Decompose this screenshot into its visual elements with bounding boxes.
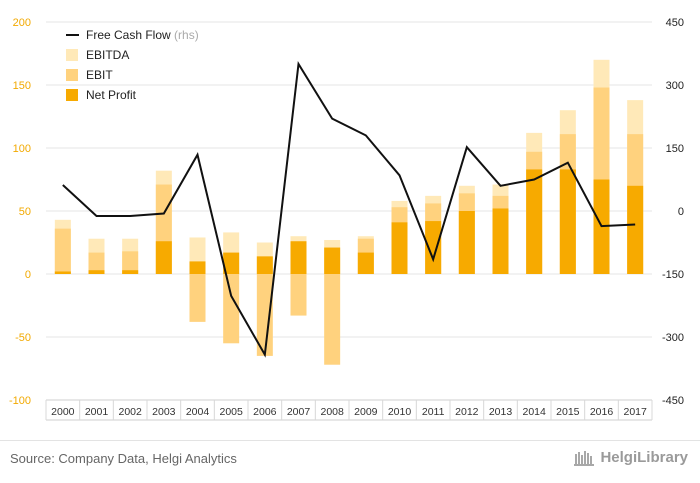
left-tick-label: 150 bbox=[13, 80, 31, 92]
legend-box-swatch bbox=[66, 49, 78, 61]
x-tick-label: 2010 bbox=[388, 406, 412, 418]
x-tick-label: 2005 bbox=[219, 406, 243, 418]
bar-net-profit bbox=[425, 221, 442, 274]
x-tick-label: 2007 bbox=[287, 406, 311, 418]
legend-suffix: (rhs) bbox=[171, 28, 199, 42]
right-tick-label: -150 bbox=[662, 269, 684, 281]
right-tick-label: -300 bbox=[662, 332, 684, 344]
bar-net-profit bbox=[54, 271, 71, 274]
bar-ebit bbox=[223, 274, 240, 344]
left-tick-label: 200 bbox=[13, 17, 31, 29]
left-tick-label: 0 bbox=[25, 269, 31, 281]
x-tick-label: 2003 bbox=[152, 406, 176, 418]
source-note: Source: Company Data, Helgi Analytics bbox=[10, 451, 237, 466]
bar-ebit bbox=[122, 251, 139, 274]
right-tick-label: 450 bbox=[666, 17, 684, 29]
left-tick-label: -100 bbox=[9, 395, 31, 407]
legend-box-swatch bbox=[66, 69, 78, 81]
x-tick-label: 2004 bbox=[186, 406, 210, 418]
legend-box-swatch bbox=[66, 89, 78, 101]
bar-net-profit bbox=[256, 256, 273, 274]
x-tick-label: 2016 bbox=[590, 406, 614, 418]
left-tick-label: 50 bbox=[19, 206, 31, 218]
legend-label: Free Cash Flow (rhs) bbox=[86, 28, 199, 42]
x-tick-label: 2008 bbox=[320, 406, 344, 418]
x-tick-label: 2015 bbox=[556, 406, 580, 418]
x-tick-label: 2000 bbox=[51, 406, 75, 418]
x-tick-label: 2006 bbox=[253, 406, 277, 418]
x-tick-label: 2012 bbox=[455, 406, 479, 418]
line-free-cash-flow bbox=[62, 61, 636, 358]
x-tick-label: 2011 bbox=[422, 406, 445, 418]
bar-net-profit bbox=[559, 169, 576, 274]
bar-ebit bbox=[256, 274, 273, 356]
chart-area: -100 -50 0 50 100 150 200 -450 -300 -150 0 150 300 45… bbox=[9, 17, 684, 421]
brand-logo[interactable]: HelgiLibrary bbox=[574, 449, 688, 466]
legend-label: Net Profit bbox=[86, 88, 137, 102]
bar-net-profit bbox=[526, 169, 543, 274]
legend-label: EBITDA bbox=[86, 48, 129, 62]
footer-divider bbox=[0, 440, 700, 441]
right-tick-label: 150 bbox=[666, 143, 684, 155]
bar-net-profit bbox=[189, 261, 206, 274]
left-tick-label: -50 bbox=[15, 332, 31, 344]
brand-name: HelgiLibrary bbox=[600, 449, 688, 466]
legend-label: EBIT bbox=[86, 68, 113, 82]
x-tick-label: 2014 bbox=[522, 406, 546, 418]
bar-net-profit bbox=[122, 270, 139, 274]
bar-net-profit bbox=[391, 222, 408, 274]
bar-net-profit bbox=[88, 270, 105, 274]
bar-net-profit bbox=[357, 252, 374, 274]
bar-ebit bbox=[189, 274, 206, 322]
library-icon bbox=[574, 450, 595, 466]
right-tick-label: 0 bbox=[678, 206, 684, 218]
bar-net-profit bbox=[223, 252, 240, 274]
x-tick-label: 2017 bbox=[623, 406, 647, 418]
bar-ebit bbox=[290, 274, 307, 316]
right-tick-label: 300 bbox=[666, 80, 684, 92]
bar-net-profit bbox=[492, 208, 509, 274]
bar-net-profit bbox=[155, 241, 172, 274]
bar-ebit bbox=[88, 252, 105, 274]
x-tick-label: 2001 bbox=[85, 406, 109, 418]
bar-net-profit bbox=[324, 247, 341, 274]
x-tick-label: 2013 bbox=[489, 406, 513, 418]
bar-ebit bbox=[54, 228, 71, 274]
bar-net-profit bbox=[458, 211, 475, 274]
right-tick-label: -450 bbox=[662, 395, 684, 407]
bar-net-profit bbox=[627, 185, 644, 274]
x-tick-label: 2009 bbox=[354, 406, 378, 418]
x-tick-label: 2002 bbox=[118, 406, 142, 418]
bar-ebit bbox=[324, 274, 341, 365]
left-tick-label: 100 bbox=[13, 143, 31, 155]
bar-net-profit bbox=[290, 241, 307, 274]
